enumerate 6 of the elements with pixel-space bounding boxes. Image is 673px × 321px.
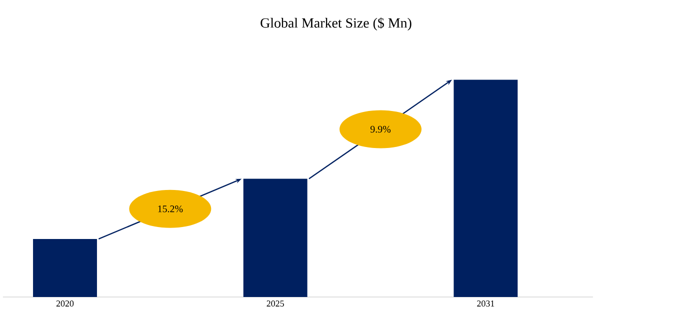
- x-tick-label: 2025: [266, 300, 284, 307]
- x-tick-label: 2020: [56, 300, 74, 307]
- x-tick-label: 2031: [477, 300, 494, 307]
- annotation: 9.9%: [370, 126, 391, 133]
- chart-title: Global Market Size ($ Mn): [260, 17, 412, 31]
- annotation: 15.2%: [158, 206, 183, 212]
